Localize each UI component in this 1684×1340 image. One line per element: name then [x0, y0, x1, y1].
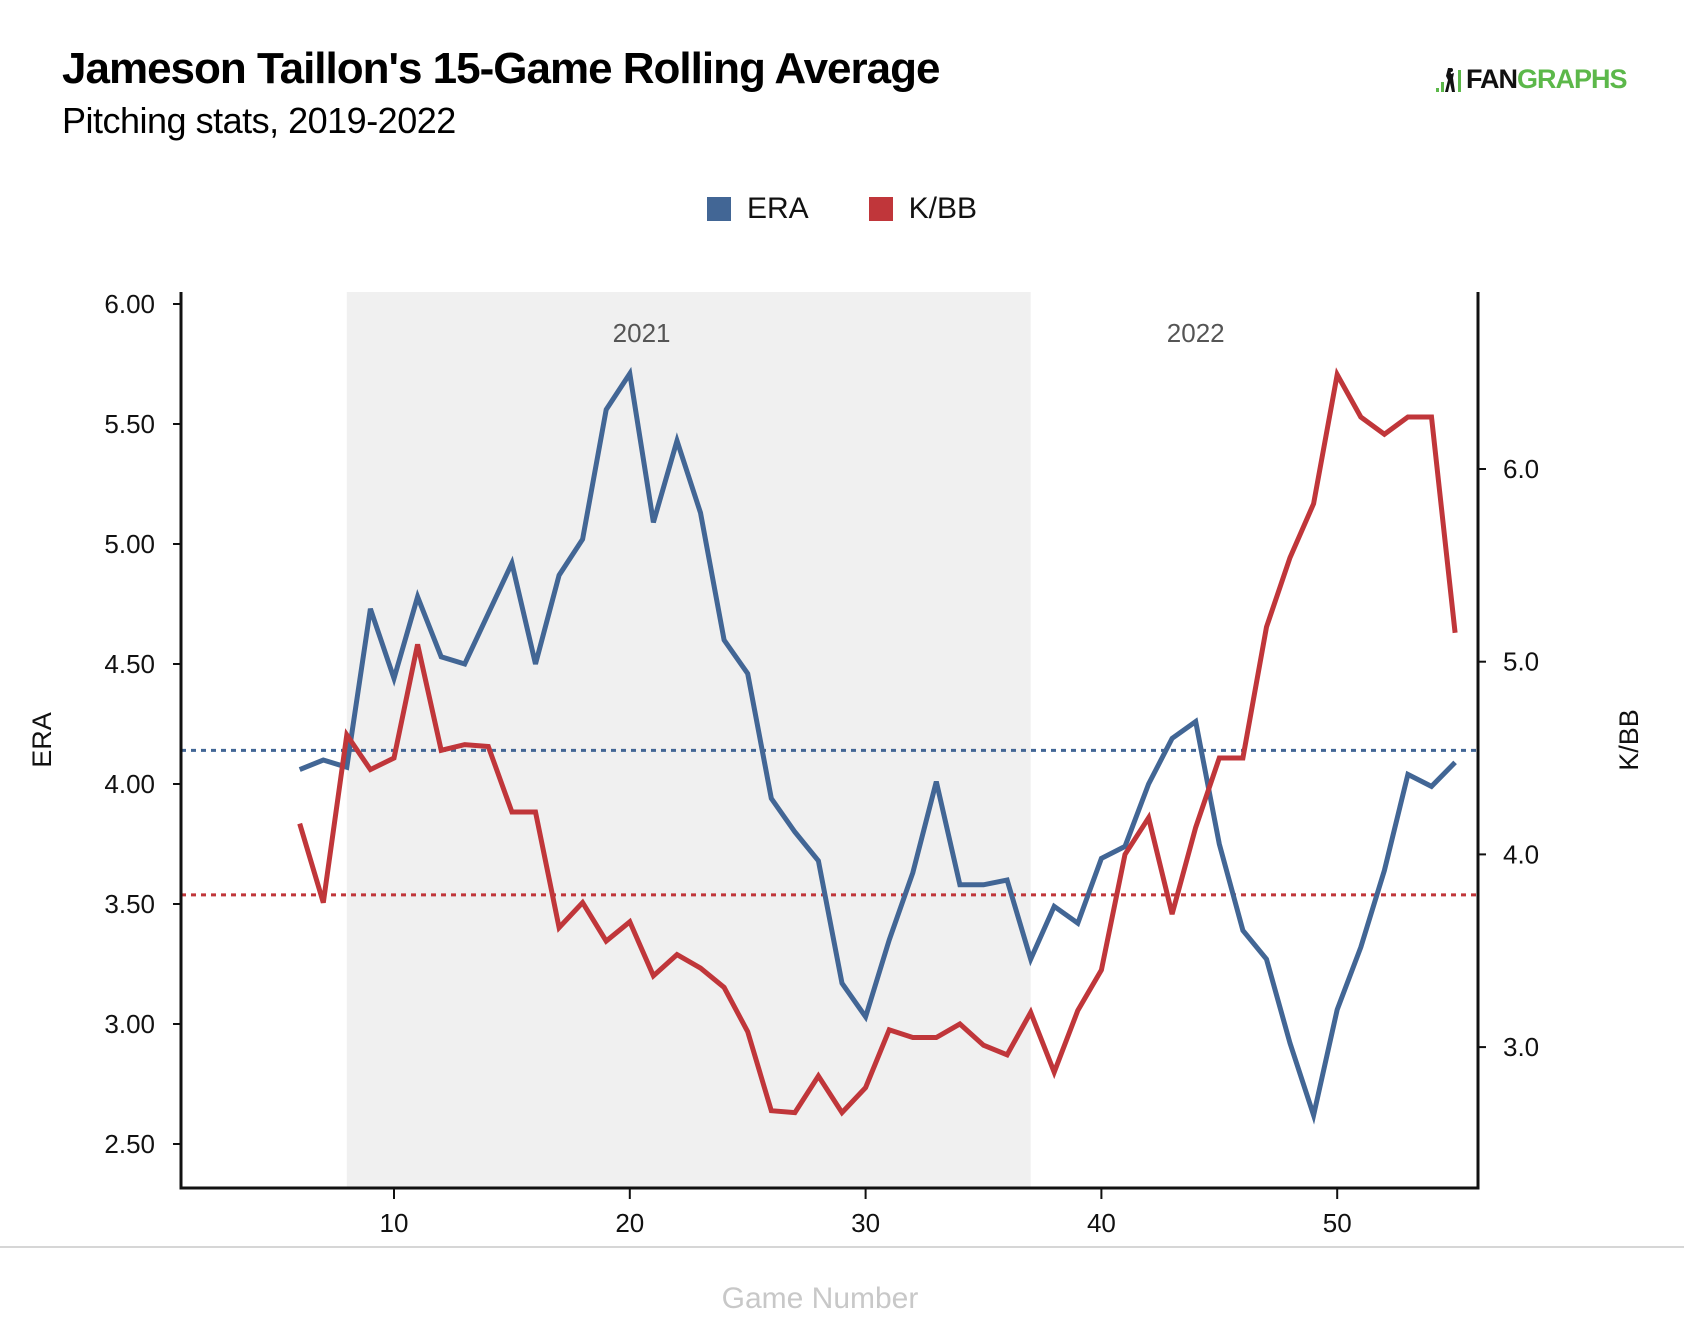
era-series-line	[298, 366, 1457, 1125]
x-tick-label: 10	[380, 1208, 409, 1238]
x-tick-label: 50	[1323, 1208, 1352, 1238]
y-tick-label-kbb: 5.0	[1503, 647, 1539, 677]
kbb-series-line	[297, 367, 1458, 1117]
logo-text-fan: FAN	[1466, 63, 1518, 94]
y-axis-title-kbb: K/BB	[1614, 709, 1644, 771]
legend-item-era[interactable]: ERA	[706, 192, 809, 226]
x-tick-label: 40	[1087, 1208, 1116, 1238]
chart-subtitle: Pitching stats, 2019-2022	[62, 100, 456, 141]
legend-swatch-era	[706, 197, 731, 221]
y-tick-label-era: 5.50	[104, 409, 155, 439]
y-tick-label-era: 3.00	[104, 1009, 155, 1039]
y-tick-label-era: 2.50	[104, 1129, 155, 1159]
year-label-2022: 2022	[1167, 318, 1225, 348]
y-tick-label-era: 4.00	[104, 769, 155, 799]
fangraphs-logo[interactable]: FAN GRAPHS	[1436, 62, 1628, 96]
y-tick-label-kbb: 3.0	[1503, 1032, 1539, 1062]
shaded-region-2021	[346, 292, 1031, 1188]
y-axis-title-era: ERA	[27, 712, 57, 768]
legend-swatch-kbb	[868, 197, 893, 221]
y-tick-label-era: 5.00	[104, 529, 155, 559]
y-tick-label-kbb: 4.0	[1503, 839, 1539, 869]
y-tick-label-era: 4.50	[104, 649, 155, 679]
logo-text-graphs: GRAPHS	[1517, 63, 1628, 94]
legend-label-kbb: K/BB	[908, 192, 978, 225]
year-label-2021: 2021	[613, 318, 671, 348]
x-tick-label: 30	[851, 1208, 880, 1238]
y-tick-label-kbb: 6.0	[1503, 454, 1539, 484]
y-tick-label-era: 3.50	[104, 889, 155, 919]
y-tick-label-era: 6.00	[104, 289, 155, 319]
chart-title: Jameson Taillon's 15-Game Rolling Averag…	[62, 44, 940, 93]
x-axis-title: Game Number	[722, 1282, 919, 1315]
chart-legend: ERA K/BB	[0, 192, 1684, 226]
x-tick-label: 20	[615, 1208, 644, 1238]
legend-item-kbb[interactable]: K/BB	[868, 192, 978, 226]
batter-bars-icon	[1436, 68, 1461, 92]
legend-label-era: ERA	[746, 192, 809, 225]
